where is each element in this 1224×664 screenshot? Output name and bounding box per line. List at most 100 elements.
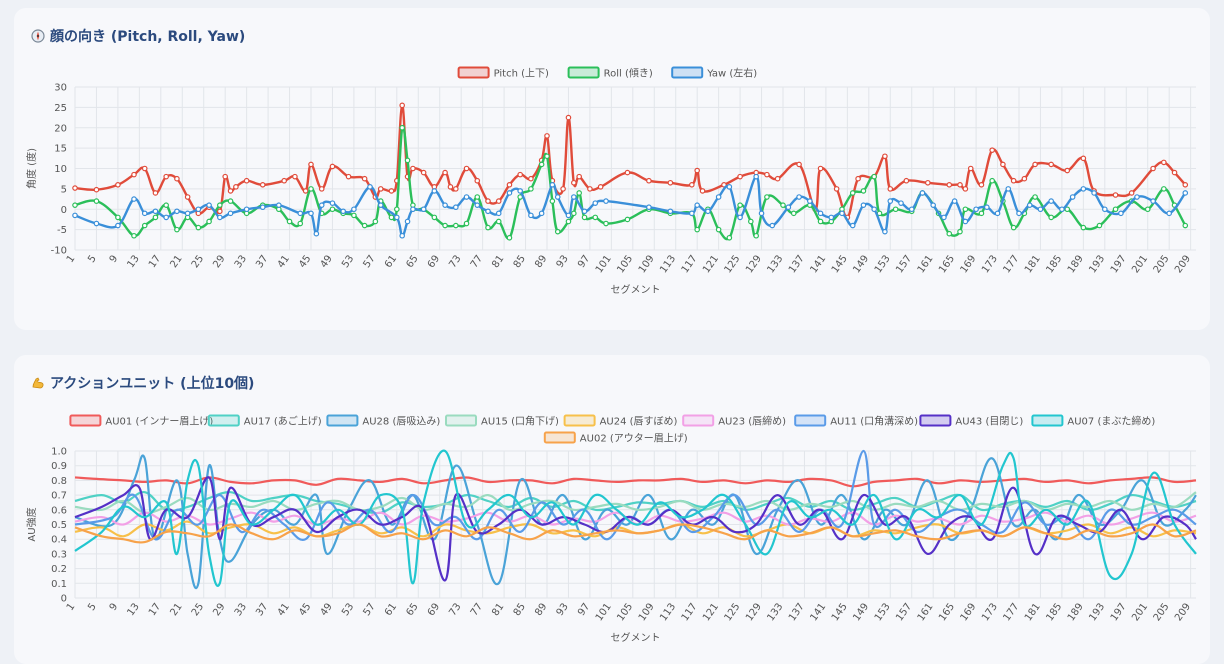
pose-data-point bbox=[571, 194, 577, 200]
pose-data-point bbox=[689, 210, 695, 217]
pose-data-point bbox=[549, 182, 556, 188]
pose-legend-label: Roll (傾き) bbox=[604, 67, 653, 80]
pose-data-point bbox=[849, 190, 856, 196]
pose-data-point bbox=[72, 212, 78, 219]
pose-data-point bbox=[957, 182, 963, 188]
pose-data-point bbox=[474, 194, 481, 200]
pose-data-point bbox=[93, 198, 100, 204]
pose-data-point bbox=[227, 198, 234, 204]
pose-y-tick-label: -5 bbox=[57, 225, 67, 236]
pose-data-point bbox=[404, 157, 411, 164]
au-x-tick-label: 57 bbox=[362, 601, 378, 618]
pose-data-point bbox=[624, 216, 631, 223]
au-x-tick-label: 189 bbox=[1066, 601, 1086, 623]
pose-data-point bbox=[152, 190, 159, 196]
pose-data-point bbox=[871, 206, 877, 213]
pose-data-point bbox=[603, 220, 609, 227]
pose-data-point bbox=[141, 222, 148, 229]
au-x-tick-label: 169 bbox=[959, 601, 979, 623]
pose-data-point bbox=[646, 204, 652, 211]
au-x-tick-label: 29 bbox=[211, 601, 227, 618]
pose-data-point bbox=[967, 165, 974, 172]
au-x-tick-label: 73 bbox=[447, 601, 463, 618]
pose-data-point bbox=[694, 226, 700, 233]
au-y-tick-label: 1.0 bbox=[51, 447, 67, 458]
pose-data-point bbox=[474, 202, 481, 208]
pose-data-point bbox=[1048, 214, 1054, 221]
pose-data-point bbox=[554, 194, 561, 200]
au-x-tick-label: 33 bbox=[233, 601, 249, 618]
pose-data-point bbox=[758, 210, 765, 217]
pose-data-point bbox=[131, 232, 137, 239]
pose-data-point bbox=[581, 214, 588, 221]
au-y-tick-label: 0.7 bbox=[51, 491, 67, 502]
pose-chart-title-text: 顔の向き (Pitch, Roll, Yaw) bbox=[50, 29, 246, 45]
pose-data-point bbox=[329, 163, 336, 170]
pose-data-point bbox=[737, 173, 743, 180]
pose-data-point bbox=[592, 200, 599, 206]
au-x-tick-label: 77 bbox=[469, 601, 485, 618]
pose-data-point bbox=[152, 214, 159, 221]
pose-data-point bbox=[737, 202, 743, 208]
pose-data-point bbox=[887, 186, 894, 192]
au-legend-item: AU01 (インナー眉上げ) bbox=[69, 414, 213, 428]
pose-data-point bbox=[506, 182, 513, 188]
pose-y-tick-label: 10 bbox=[54, 164, 67, 175]
pose-data-point bbox=[1010, 224, 1017, 231]
pose-data-point bbox=[72, 202, 78, 208]
pose-series-1 bbox=[72, 124, 1189, 241]
pose-data-point bbox=[694, 167, 700, 174]
pose-data-point bbox=[984, 204, 990, 211]
pose-data-point bbox=[587, 186, 593, 192]
au-x-tick-label: 69 bbox=[426, 601, 442, 618]
pose-data-point bbox=[1010, 177, 1017, 184]
pose-data-point bbox=[308, 161, 314, 168]
pose-data-point bbox=[538, 210, 545, 217]
au-x-tick-label: 89 bbox=[533, 601, 549, 618]
au-legend-swatch bbox=[543, 431, 576, 444]
au-legend-item: AU28 (唇吸込み) bbox=[326, 414, 440, 428]
pose-data-point bbox=[554, 228, 561, 235]
pose-data-point bbox=[860, 188, 867, 194]
au-x-tick-label: 21 bbox=[168, 601, 184, 618]
au-legend-label: AU24 (唇すぼめ) bbox=[600, 416, 678, 428]
pose-data-point bbox=[431, 214, 438, 221]
au-x-tick-label: 137 bbox=[787, 601, 807, 623]
pose-data-point bbox=[485, 208, 491, 215]
pose-y-tick-label: 15 bbox=[54, 144, 67, 155]
pose-x-tick-label: 9 bbox=[108, 253, 121, 265]
pose-data-point bbox=[345, 173, 352, 180]
au-y-axis-label: AU強度 bbox=[25, 507, 38, 541]
au-x-tick-label: 141 bbox=[808, 601, 828, 623]
pose-data-point bbox=[184, 210, 191, 217]
pose-data-point bbox=[946, 230, 953, 237]
pose-data-point bbox=[898, 200, 904, 206]
pose-data-point bbox=[302, 188, 309, 194]
pose-data-point bbox=[506, 190, 513, 196]
pose-data-point bbox=[431, 188, 438, 194]
au-y-tick-label: 0 bbox=[61, 594, 67, 605]
pose-data-point bbox=[442, 169, 448, 176]
pose-data-point bbox=[1161, 186, 1167, 192]
compass-icon bbox=[31, 29, 45, 43]
au-legend-item: AU43 (目閉じ) bbox=[919, 414, 1023, 428]
au-legend-item: AU24 (唇すぼめ) bbox=[563, 414, 678, 428]
au-legend-label: AU15 (口角下げ) bbox=[481, 416, 559, 428]
pose-data-point bbox=[576, 190, 582, 196]
pose-data-point bbox=[361, 222, 368, 229]
pose-data-point bbox=[817, 210, 824, 217]
pose-data-point bbox=[495, 218, 502, 225]
pose-data-point bbox=[1118, 210, 1124, 217]
pose-data-point bbox=[1171, 169, 1178, 176]
pose-data-point bbox=[447, 184, 454, 190]
pose-data-point bbox=[1150, 165, 1156, 172]
pose-data-point bbox=[485, 198, 491, 204]
pose-data-point bbox=[1021, 175, 1028, 182]
au-series-0 bbox=[74, 476, 1197, 488]
pose-data-point bbox=[1096, 222, 1103, 229]
au-x-tick-label: 101 bbox=[594, 601, 614, 623]
pose-data-point bbox=[243, 206, 250, 213]
pose-data-point bbox=[174, 175, 180, 182]
pose-data-point bbox=[377, 202, 384, 208]
pose-data-point bbox=[420, 206, 427, 213]
